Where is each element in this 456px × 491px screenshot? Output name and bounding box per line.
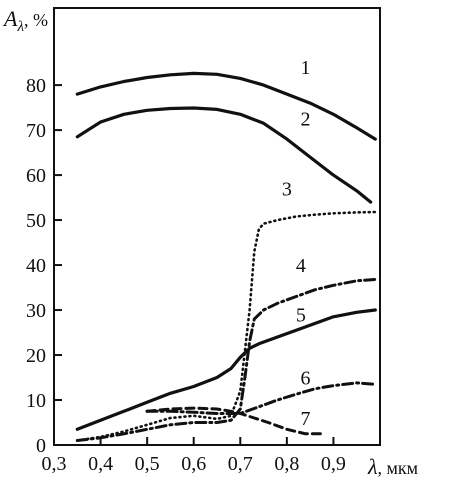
- series-2-label: 2: [300, 109, 310, 131]
- series-3-line: [76, 210, 377, 442]
- series-1-line: [75, 71, 377, 141]
- y-tick-label-0: 0: [36, 435, 46, 457]
- series-labels-layer: 1 2 3 4 5 6 7: [282, 57, 311, 430]
- y-axis-label: Aλ, %: [2, 6, 48, 35]
- plot-frame: [53, 7, 381, 446]
- series-4-label: 4: [296, 255, 306, 277]
- series-5-label: 5: [296, 304, 306, 326]
- y-tick-label-8: 80: [26, 75, 46, 97]
- y-tick-label-5: 50: [26, 210, 46, 232]
- y-tick-label-7: 70: [26, 120, 46, 142]
- y-tick-label-3: 30: [26, 300, 46, 322]
- y-tick-label-4: 40: [26, 255, 46, 277]
- y-tick-label-1: 10: [26, 390, 46, 412]
- series-6-label: 6: [300, 367, 310, 389]
- tick-labels-layer: 0,3 0,4 0,5 0,6 0,7 0,8 0,9 0 10 20 30 40 50 60 70 80: [26, 75, 346, 475]
- series-7-label: 7: [300, 408, 310, 430]
- series-1-label: 1: [300, 57, 310, 79]
- x-tick-label-4: 0,7: [228, 453, 253, 475]
- y-tick-label-2: 20: [26, 345, 46, 367]
- x-axis-label: λ, мкм: [367, 454, 418, 479]
- x-tick-label-3: 0,6: [181, 453, 206, 475]
- series-6-line: [145, 381, 377, 415]
- curves-layer: [75, 71, 377, 442]
- x-tick-label-5: 0,8: [274, 453, 299, 475]
- x-tick-label-2: 0,5: [135, 453, 160, 475]
- x-tick-label-1: 0,4: [88, 453, 113, 475]
- ticks-layer: [53, 84, 335, 445]
- x-tick-label-6: 0,9: [321, 453, 346, 475]
- series-3-label: 3: [282, 178, 292, 200]
- series-7-line: [145, 406, 326, 436]
- series-5-line: [75, 308, 377, 431]
- series-2-line: [75, 106, 373, 204]
- y-tick-label-6: 60: [26, 165, 46, 187]
- series-4-line: [75, 277, 377, 442]
- x-tick-label-0: 0,3: [42, 453, 67, 475]
